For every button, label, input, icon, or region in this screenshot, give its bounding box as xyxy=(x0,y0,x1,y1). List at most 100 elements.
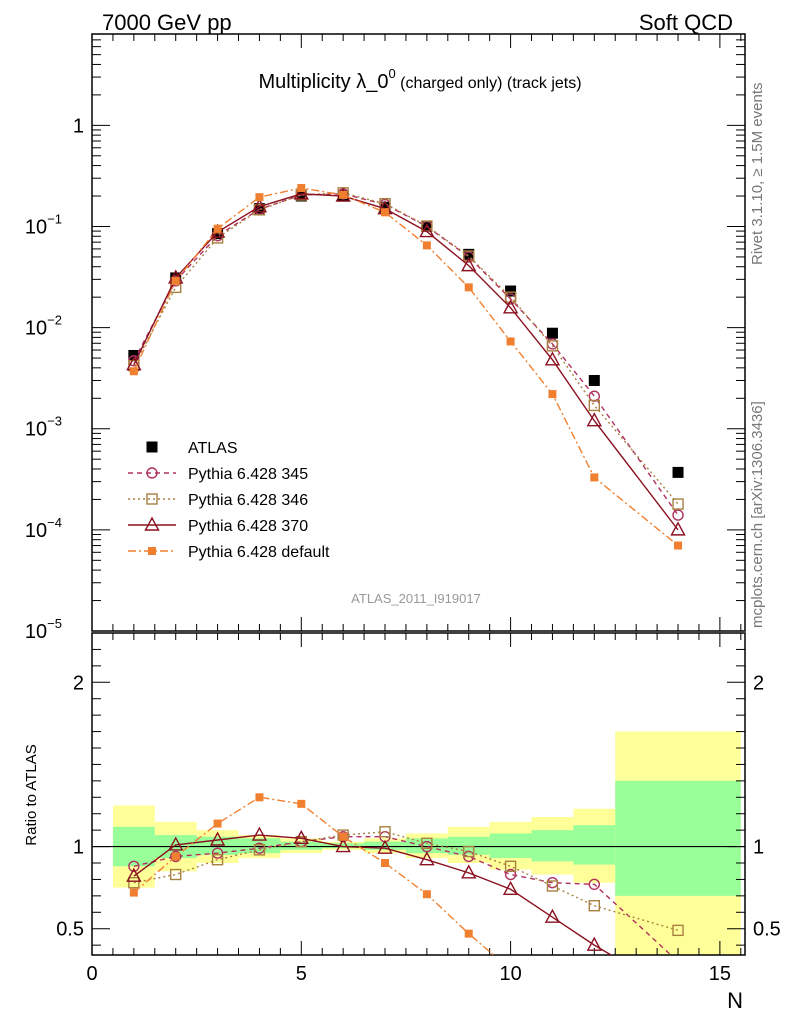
band-inner-6 xyxy=(364,841,406,850)
ratio-point-p346 xyxy=(421,837,433,849)
data-point-pdef xyxy=(464,283,473,292)
ratio-point-p370 xyxy=(461,864,477,879)
header-left: 7000 GeV pp xyxy=(102,10,232,35)
ratio-point-pdef xyxy=(129,888,138,897)
data-point-pdef xyxy=(674,541,683,550)
data-point-p346 xyxy=(588,399,601,412)
ratio-point-p370 xyxy=(377,839,393,854)
series-atlas xyxy=(128,190,684,478)
y-tick-exp: −4 xyxy=(47,515,62,530)
legend-label-pdef: Pythia 6.428 default xyxy=(188,544,330,561)
ratio-point-p370 xyxy=(630,963,643,975)
main-series xyxy=(126,184,686,550)
band-inner-11 xyxy=(573,825,616,865)
data-point-p370 xyxy=(586,412,602,427)
band-inner-12 xyxy=(615,780,741,896)
main-panel: 10−510−410−310−210−11 xyxy=(25,33,746,643)
ratio-point-p370 xyxy=(586,936,602,951)
ratio-point-pdef xyxy=(171,852,180,861)
data-point-atlas xyxy=(672,466,684,478)
data-point-pdef xyxy=(171,276,180,285)
data-point-p345 xyxy=(672,509,684,521)
data-point-p370 xyxy=(251,198,268,213)
series-line-p345 xyxy=(133,193,679,516)
ratio-point-pdef xyxy=(339,832,348,841)
data-point-p346 xyxy=(463,250,475,262)
y-tick-label: 10−4 xyxy=(25,515,62,542)
legend-item-pdef: Pythia 6.428 default xyxy=(128,544,330,561)
data-point-p370 xyxy=(419,223,435,238)
ratio-point-p370 xyxy=(544,908,561,923)
data-point-pdef xyxy=(381,208,390,217)
ratio-point-p345 xyxy=(170,850,182,863)
series-line-p346 xyxy=(133,192,679,505)
ratio-point-p346 xyxy=(463,845,475,858)
data-point-p370 xyxy=(670,521,686,536)
side-text-top: Rivet 3.1.10, ≥ 1.5M events xyxy=(749,83,766,266)
data-point-atlas xyxy=(505,285,517,297)
data-point-p370 xyxy=(502,299,519,314)
y-tick-exp: −3 xyxy=(47,414,62,429)
y-tick-exp: −5 xyxy=(47,616,62,631)
x-tick-label: 0 xyxy=(86,963,97,985)
legend-label-atlas: ATLAS xyxy=(188,440,238,457)
legend-marker-pdef xyxy=(148,547,156,555)
data-point-p346 xyxy=(672,498,684,510)
ratio-y-tick-label-left: 0.5 xyxy=(56,919,84,941)
data-point-atlas xyxy=(379,201,391,213)
ratio-point-pdef xyxy=(255,793,264,802)
data-point-pdef xyxy=(590,473,599,482)
main-frame xyxy=(91,33,746,632)
ratio-point-p370 xyxy=(335,838,351,853)
band-inner-3 xyxy=(238,838,281,854)
legend: ATLAS Pythia 6.428 345 Pythia 6.428 346 Pyt… xyxy=(128,440,330,561)
ratio-y-tick-label-right: 1 xyxy=(753,837,764,859)
ratio-y-tick-label-right: 2 xyxy=(753,672,764,694)
band-inner-9 xyxy=(489,833,532,859)
data-point-pdef xyxy=(255,193,264,202)
band-inner-8 xyxy=(447,836,490,855)
ratio-y-axis-label: Ratio to ATLAS xyxy=(23,744,40,845)
data-point-atlas xyxy=(295,190,307,202)
ratio-point-p346 xyxy=(588,900,601,912)
ratio-point-p346 xyxy=(504,860,517,872)
ratio-point-pdef xyxy=(464,929,473,938)
legend-item-p345: Pythia 6.428 345 xyxy=(128,466,308,483)
data-point-p346 xyxy=(546,340,559,352)
y-tick-label: 10−5 xyxy=(25,616,62,643)
analysis-label: ATLAS_2011_I919017 xyxy=(351,591,481,606)
data-point-p370 xyxy=(544,351,561,366)
ratio-point-p345 xyxy=(504,868,517,881)
title-main: Multiplicity λ_0 xyxy=(258,71,388,93)
ratio-point-p370 xyxy=(251,826,268,841)
legend-item-p346: Pythia 6.428 346 xyxy=(128,492,308,509)
legend-item-p370: Pythia 6.428 370 xyxy=(128,516,308,535)
legend-label-p370: Pythia 6.428 370 xyxy=(188,518,308,535)
header-right: Soft QCD xyxy=(639,10,733,35)
data-point-atlas xyxy=(588,374,600,386)
data-point-pdef xyxy=(129,367,138,376)
ratio-point-p370 xyxy=(168,836,184,851)
series-pdef xyxy=(129,184,683,550)
data-point-p370 xyxy=(461,257,477,272)
ratio-point-p370 xyxy=(293,829,309,845)
legend-marker-p370 xyxy=(144,516,160,531)
ratio-point-p370 xyxy=(126,867,142,882)
data-point-pdef xyxy=(506,337,515,346)
title-sub: (charged only) (track jets) xyxy=(396,75,582,92)
x-axis-label: N xyxy=(727,988,743,1013)
x-tick-label: 10 xyxy=(499,963,521,985)
y-tick-label: 1 xyxy=(73,115,84,137)
data-point-pdef xyxy=(339,190,348,199)
ratio-point-pdef xyxy=(422,890,431,899)
ratio-series-p346 xyxy=(128,826,684,937)
y-tick-base: 10 xyxy=(25,621,47,643)
legend-marker-atlas xyxy=(146,441,158,453)
ratio-point-p370 xyxy=(419,851,435,866)
legend-label-p346: Pythia 6.428 346 xyxy=(188,492,308,509)
plot-title: Multiplicity λ_00 (charged only) (track … xyxy=(258,66,581,93)
data-point-p370 xyxy=(293,185,309,200)
ratio-point-p370 xyxy=(502,880,519,895)
ratio-point-p346 xyxy=(253,844,266,856)
data-point-atlas xyxy=(463,248,475,260)
